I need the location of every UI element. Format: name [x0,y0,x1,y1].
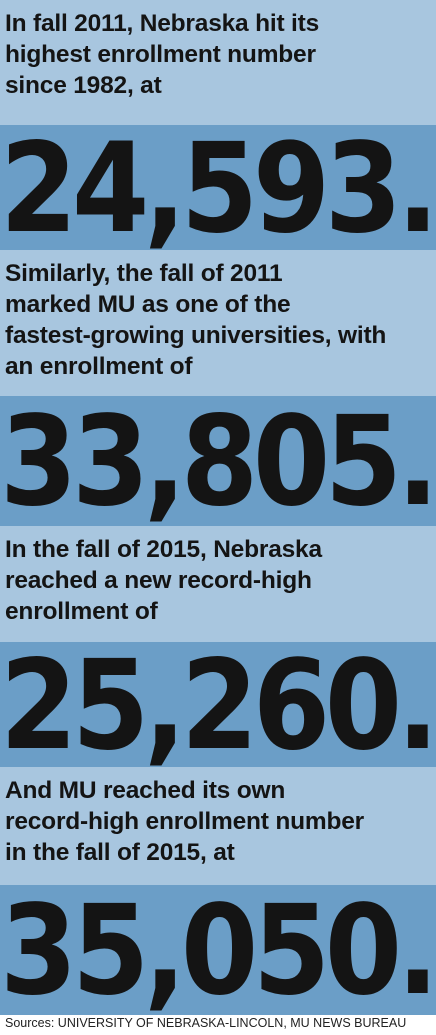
stat-2-text: Similarly, the fall of 2011 marked MU as… [5,260,387,380]
stat-1-text-band: In fall 2011, Nebraska hit its highest e… [0,0,436,125]
stat-3-figure: 25,260. [0,642,436,767]
stat-4-figure-band: 35,050. [0,885,436,1015]
stat-4-text-band: And MU reached its own record-high enrol… [0,767,436,885]
stat-1-figure-band: 24,593. [0,125,436,250]
stat-4-text: And MU reached its own record-high enrol… [5,777,365,866]
stat-3-text: In the fall of 2015, Nebraska reached a … [5,536,322,625]
stat-2-figure-band: 33,805. [0,396,436,526]
stat-2-text-band: Similarly, the fall of 2011 marked MU as… [0,250,436,396]
stat-3-figure-band: 25,260. [0,642,436,767]
stat-1-text: In fall 2011, Nebraska hit its highest e… [5,10,320,99]
stat-1-figure: 24,593. [0,125,436,250]
stat-4-figure: 35,050. [0,885,436,1015]
stat-2-figure: 33,805. [0,396,436,526]
source-credit: Sources: UNIVERSITY OF NEBRASKA-LINCOLN,… [5,1016,407,1030]
stat-3-text-band: In the fall of 2015, Nebraska reached a … [0,526,436,642]
